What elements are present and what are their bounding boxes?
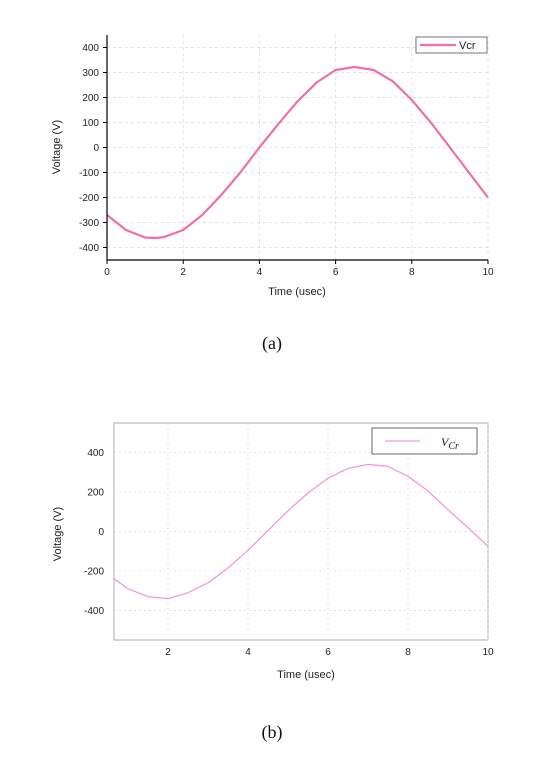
x-axis-label: Time (usec) (268, 286, 326, 298)
x-ticks: 2 4 6 8 10 (165, 647, 494, 658)
legend: Vcr (415, 36, 488, 54)
x-tick-label: 4 (245, 647, 251, 658)
plot-area (107, 35, 488, 260)
chart-b: 400 200 0 -200 -400 2 4 6 8 10 VCr Time (usec) V… (52, 422, 494, 743)
x-tick-label: 6 (333, 267, 339, 278)
y-ticks: 400 200 0 -200 -400 (84, 448, 104, 617)
y-tick-label: -200 (79, 193, 99, 204)
x-tick-label: 4 (257, 267, 263, 278)
y-tick-label: 0 (93, 143, 99, 154)
x-tick-label: 0 (104, 267, 110, 278)
series-line-vcr (113, 463, 489, 600)
y-tick-label: 300 (82, 68, 99, 79)
legend-label: Vcr (459, 40, 476, 52)
y-tick-label: 200 (87, 488, 104, 499)
y-tick-label: 400 (87, 448, 104, 459)
x-tick-label: 2 (180, 267, 186, 278)
x-tick-label: 6 (325, 647, 331, 658)
x-tick-label: 10 (482, 267, 494, 278)
series-line-vcr (106, 65, 489, 240)
legend: VCr (371, 427, 478, 455)
x-tick-label: 8 (409, 267, 415, 278)
y-ticks: 400 300 200 100 0 -100 -200 -300 -400 (79, 43, 107, 254)
y-tick-label: 400 (82, 43, 99, 54)
x-ticks: 0 2 4 6 8 10 (104, 260, 494, 278)
y-tick-label: -100 (79, 168, 99, 179)
y-tick-label: 100 (82, 118, 99, 129)
caption: (a) (262, 333, 282, 354)
x-tick-label: 2 (165, 647, 171, 658)
chart-a: 400 300 200 100 0 -100 -200 -300 -400 0 2 4 6 8 10 Vc… (51, 35, 494, 354)
x-tick-label: 10 (482, 647, 494, 658)
y-tick-label: -400 (79, 243, 99, 254)
y-axis-label: Voltage (V) (52, 507, 64, 561)
y-tick-label: -300 (79, 218, 99, 229)
x-axis-label: Time (usec) (277, 669, 335, 681)
y-axis-label: Voltage (V) (51, 120, 63, 174)
y-tick-label: -400 (84, 606, 104, 617)
y-tick-label: 0 (98, 527, 104, 538)
caption: (b) (262, 722, 283, 743)
y-tick-label: -200 (84, 566, 104, 577)
x-tick-label: 8 (405, 647, 411, 658)
y-tick-label: 200 (82, 93, 99, 104)
